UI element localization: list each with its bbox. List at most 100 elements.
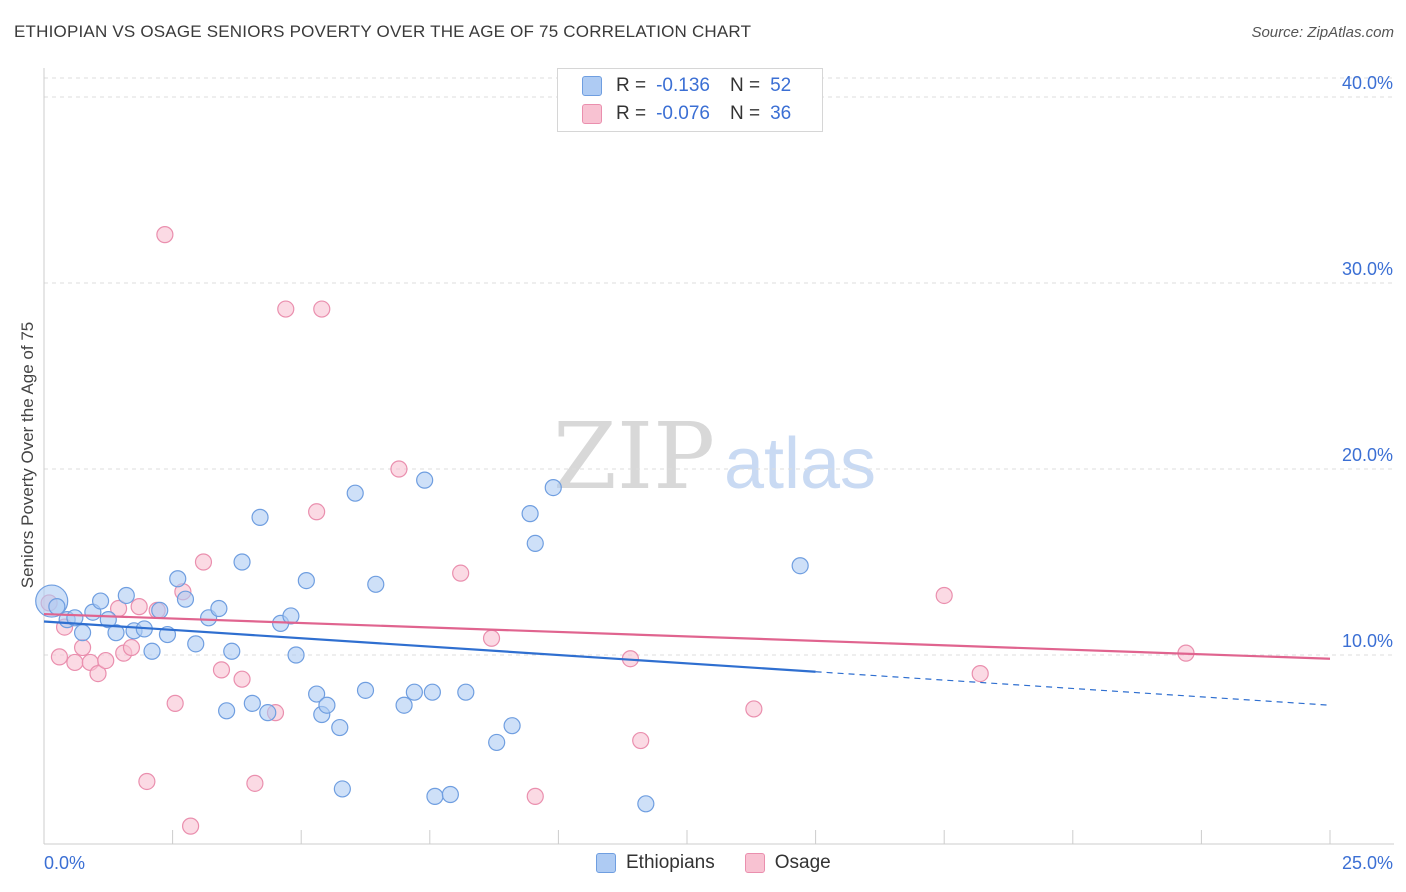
osage-point: [182, 817, 200, 835]
ethiopian-point: [91, 592, 110, 610]
osage-point: [166, 694, 184, 712]
y-tick-label: 40.0%: [1342, 73, 1393, 93]
ethiopian-point: [503, 717, 521, 735]
ethiopian-point: [416, 471, 434, 489]
osage-point: [452, 564, 470, 582]
ethiopian-point: [287, 646, 305, 664]
ethiopian-point: [66, 609, 84, 627]
legend-label: Osage: [774, 852, 831, 873]
osage-point: [246, 774, 264, 792]
osage-point: [50, 648, 69, 666]
axes: [43, 68, 1394, 845]
ethiopian-point: [218, 702, 236, 720]
ethiopian-point: [356, 681, 375, 699]
ethiopian-point: [176, 590, 195, 608]
legend-label: Ethiopians: [626, 852, 715, 873]
y-tick-label: 30.0%: [1342, 259, 1393, 279]
ethiopian-point: [488, 733, 506, 752]
ethiopian-trend-extension: [815, 671, 1331, 706]
chart-title: ETHIOPIAN VS OSAGE SENIORS POVERTY OVER …: [14, 22, 752, 41]
osage-point: [233, 670, 251, 688]
ethiopian-point: [395, 696, 413, 714]
legend-item-ethiopians[interactable]: Ethiopians: [596, 852, 715, 874]
osage-point: [66, 653, 84, 672]
ethiopian-point: [117, 586, 135, 605]
legend-item-osage[interactable]: Osage: [744, 852, 831, 874]
ethiopian-point: [282, 607, 300, 625]
series-legend: Ethiopians Osage: [596, 852, 861, 874]
osage-trend-line: [43, 612, 1331, 660]
ethiopian-point: [107, 624, 125, 642]
ethiopian-point: [143, 642, 161, 660]
ethiopian-point: [187, 635, 205, 653]
ethiopian-point: [151, 601, 169, 619]
osage-point: [89, 664, 107, 683]
ethiopian-point: [259, 704, 277, 722]
n-label: N =: [729, 75, 761, 96]
osage-point: [73, 638, 92, 657]
ethiopian-point: [521, 505, 539, 523]
legend-row-ethiopians: R = -0.136 N = 52: [582, 74, 791, 98]
n-label: N =: [729, 103, 761, 124]
ethiopian-point: [457, 683, 475, 701]
osage-point: [935, 586, 953, 605]
correlation-legend: R = -0.136 N = 52 R = -0.076 N = 36: [557, 68, 823, 132]
pink-swatch: [744, 853, 765, 873]
x-tick-label: 0.0%: [44, 853, 85, 873]
ethiopian-point: [637, 795, 655, 813]
watermark-atlas: atlas: [724, 424, 876, 504]
osage-point: [130, 598, 148, 616]
osage-point: [138, 772, 156, 791]
ethiopian-point: [426, 787, 444, 805]
ethiopian-point: [331, 718, 349, 737]
y-tick-label: 20.0%: [1342, 445, 1393, 465]
osage-point: [156, 226, 174, 244]
source-label: Source: ZipAtlas.com: [1251, 24, 1394, 41]
ethiopian-point: [308, 685, 326, 703]
osage-point: [122, 638, 141, 657]
osage-point: [526, 787, 544, 805]
r-label: R =: [616, 75, 647, 96]
ethiopian-point: [318, 696, 336, 714]
osage-point: [277, 300, 295, 318]
r-value: -0.076: [656, 103, 710, 124]
watermark: ZIP atlas: [553, 403, 876, 510]
ethiopian-point: [297, 571, 315, 590]
ethiopian-trend-line: [43, 620, 816, 673]
ethiopian-point: [441, 785, 459, 804]
osage-point: [212, 661, 231, 679]
ethiopian-point: [243, 694, 261, 712]
ethiopian-point: [169, 570, 187, 588]
osage-point: [482, 629, 501, 647]
osage-point: [313, 300, 331, 318]
ethiopian-point: [526, 534, 544, 553]
r-label: R =: [616, 103, 647, 124]
tick-labels: 10.0% 20.0% 30.0% 40.0% 0.0% 25.0%: [44, 73, 1393, 873]
osage-point: [97, 651, 115, 670]
ethiopian-point: [405, 683, 423, 701]
blue-swatch: [582, 76, 602, 96]
watermark-zip: ZIP: [553, 403, 715, 510]
n-value: 52: [770, 75, 792, 96]
osage-point: [390, 460, 408, 478]
ethiopian-point: [48, 598, 66, 616]
ethiopian-point: [544, 479, 562, 497]
ethiopian-point: [333, 780, 351, 798]
osage-point: [308, 503, 326, 521]
ethiopian-point: [423, 683, 441, 701]
osage-point: [632, 731, 650, 750]
ethiopian-point: [367, 575, 385, 593]
osage-points: [40, 226, 1195, 835]
blue-swatch: [596, 853, 616, 873]
x-tick-label: 25.0%: [1342, 853, 1393, 873]
osage-point: [745, 700, 763, 718]
ethiopian-points: [35, 471, 809, 813]
y-tick-label: 10.0%: [1342, 631, 1393, 651]
r-value: -0.136: [656, 75, 710, 96]
ethiopian-point: [223, 642, 241, 660]
osage-point: [194, 553, 213, 571]
ethiopian-point: [210, 599, 228, 618]
n-value: 36: [770, 103, 792, 124]
ethiopian-point: [233, 553, 251, 571]
